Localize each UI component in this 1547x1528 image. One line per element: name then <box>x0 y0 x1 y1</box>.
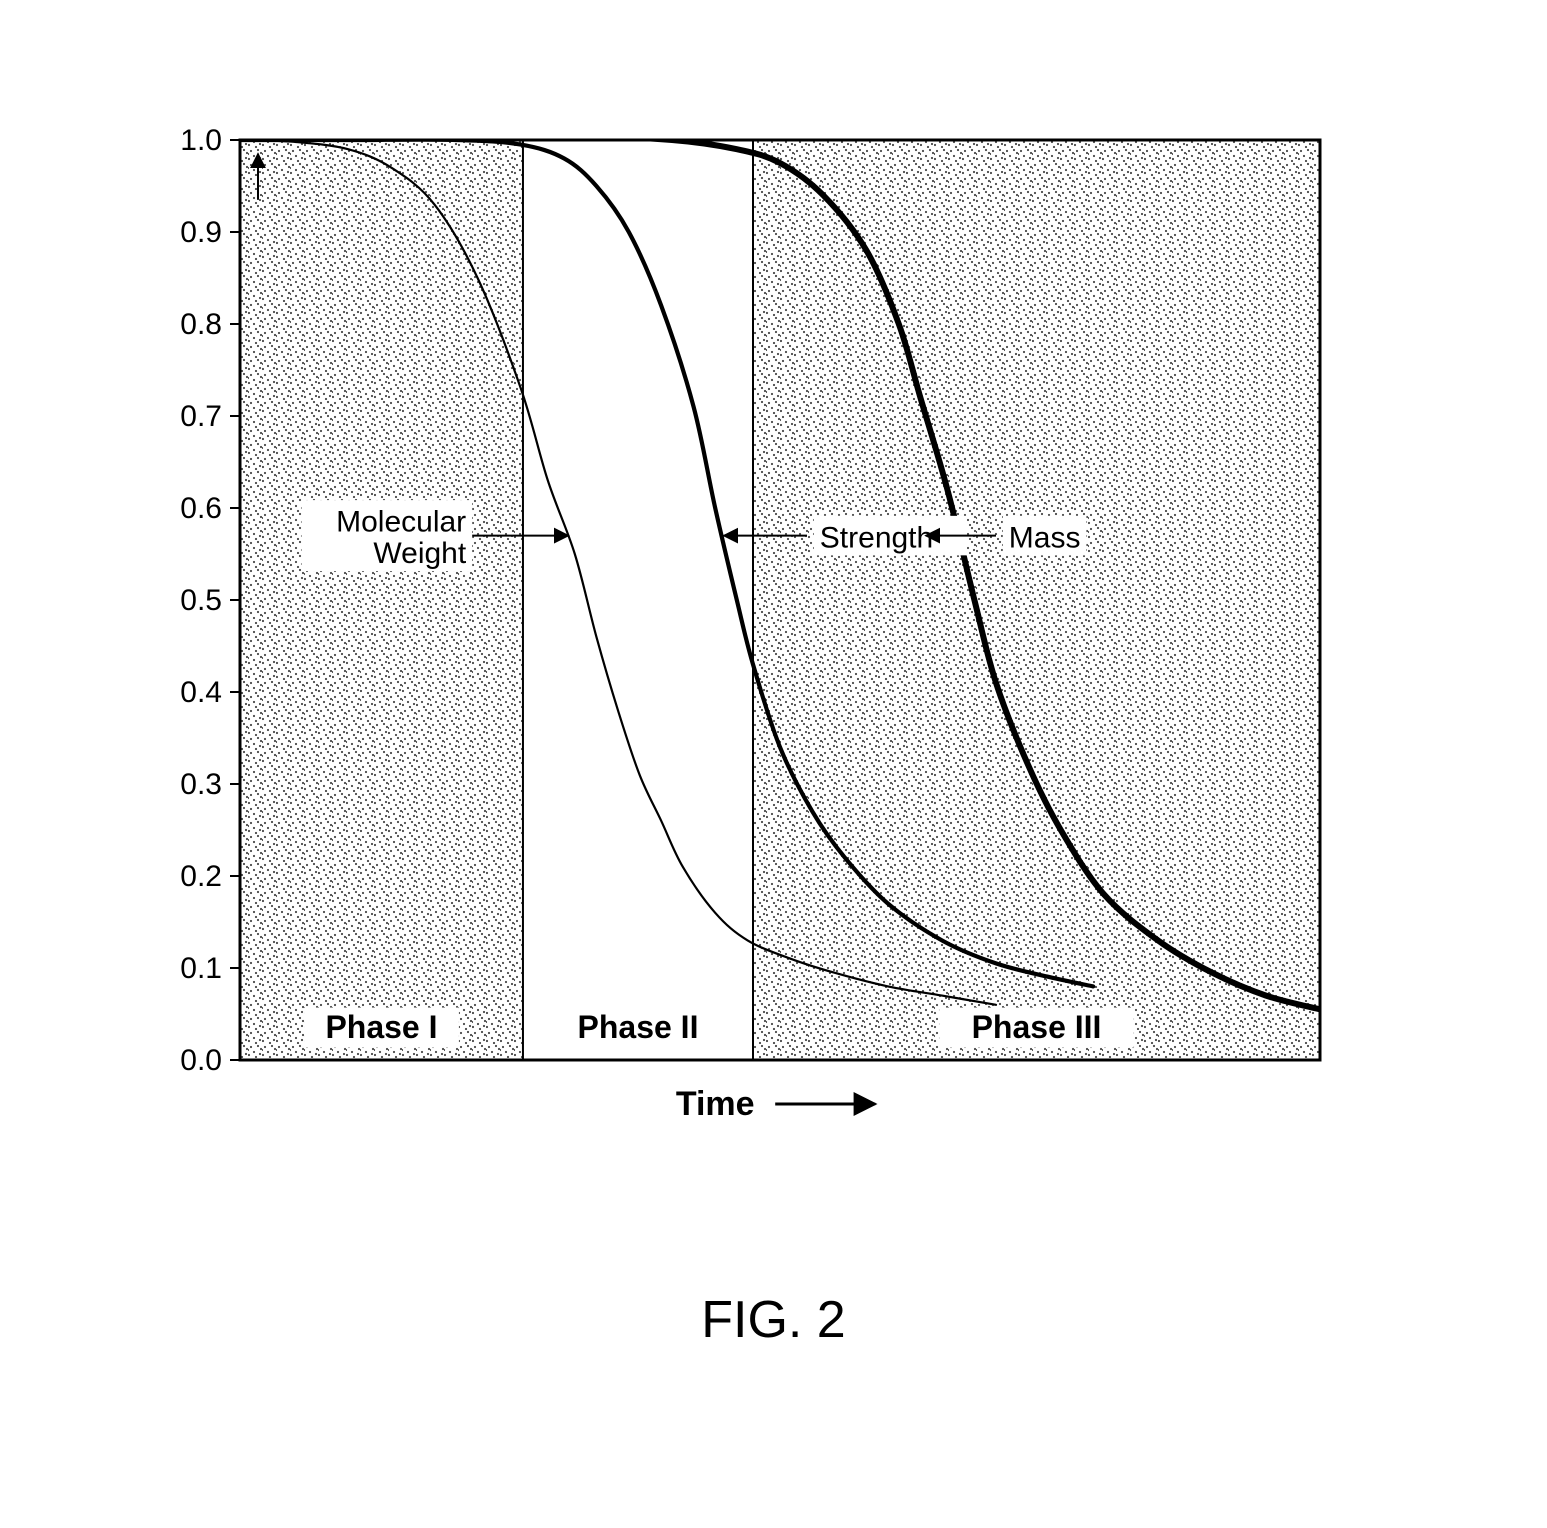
y-tick-label: 0.5 <box>180 584 222 617</box>
series-label: Molecular <box>336 506 466 539</box>
y-tick-label: 0.0 <box>180 1044 222 1077</box>
y-tick-label: 0.6 <box>180 492 222 525</box>
figure-title: FIG. 2 <box>0 1290 1547 1350</box>
series-label: Weight <box>373 537 466 570</box>
phase-label: Phase III <box>972 1009 1102 1045</box>
series-label: Mass <box>1009 521 1081 554</box>
y-tick-label: 0.3 <box>180 768 222 801</box>
x-axis-label: Time <box>676 1085 755 1123</box>
chart-container: MolecularWeight Strength Mass Phase I Phase … <box>150 120 1350 1225</box>
page: MolecularWeight Strength Mass Phase I Phase … <box>0 0 1547 1528</box>
y-tick-label: 0.8 <box>180 308 222 341</box>
y-tick-label: 0.1 <box>180 952 222 985</box>
y-tick-label: 1.0 <box>180 124 222 157</box>
y-tick-label: 0.7 <box>180 400 222 433</box>
series-label: Strength <box>820 521 933 554</box>
phase-label: Phase I <box>325 1009 437 1045</box>
y-tick-label: 0.4 <box>180 676 222 709</box>
y-tick-label: 0.9 <box>180 216 222 249</box>
degradation-chart: MolecularWeight Strength Mass Phase I Phase … <box>150 120 1350 1220</box>
phase-label: Phase II <box>578 1009 699 1045</box>
y-tick-label: 0.2 <box>180 860 222 893</box>
